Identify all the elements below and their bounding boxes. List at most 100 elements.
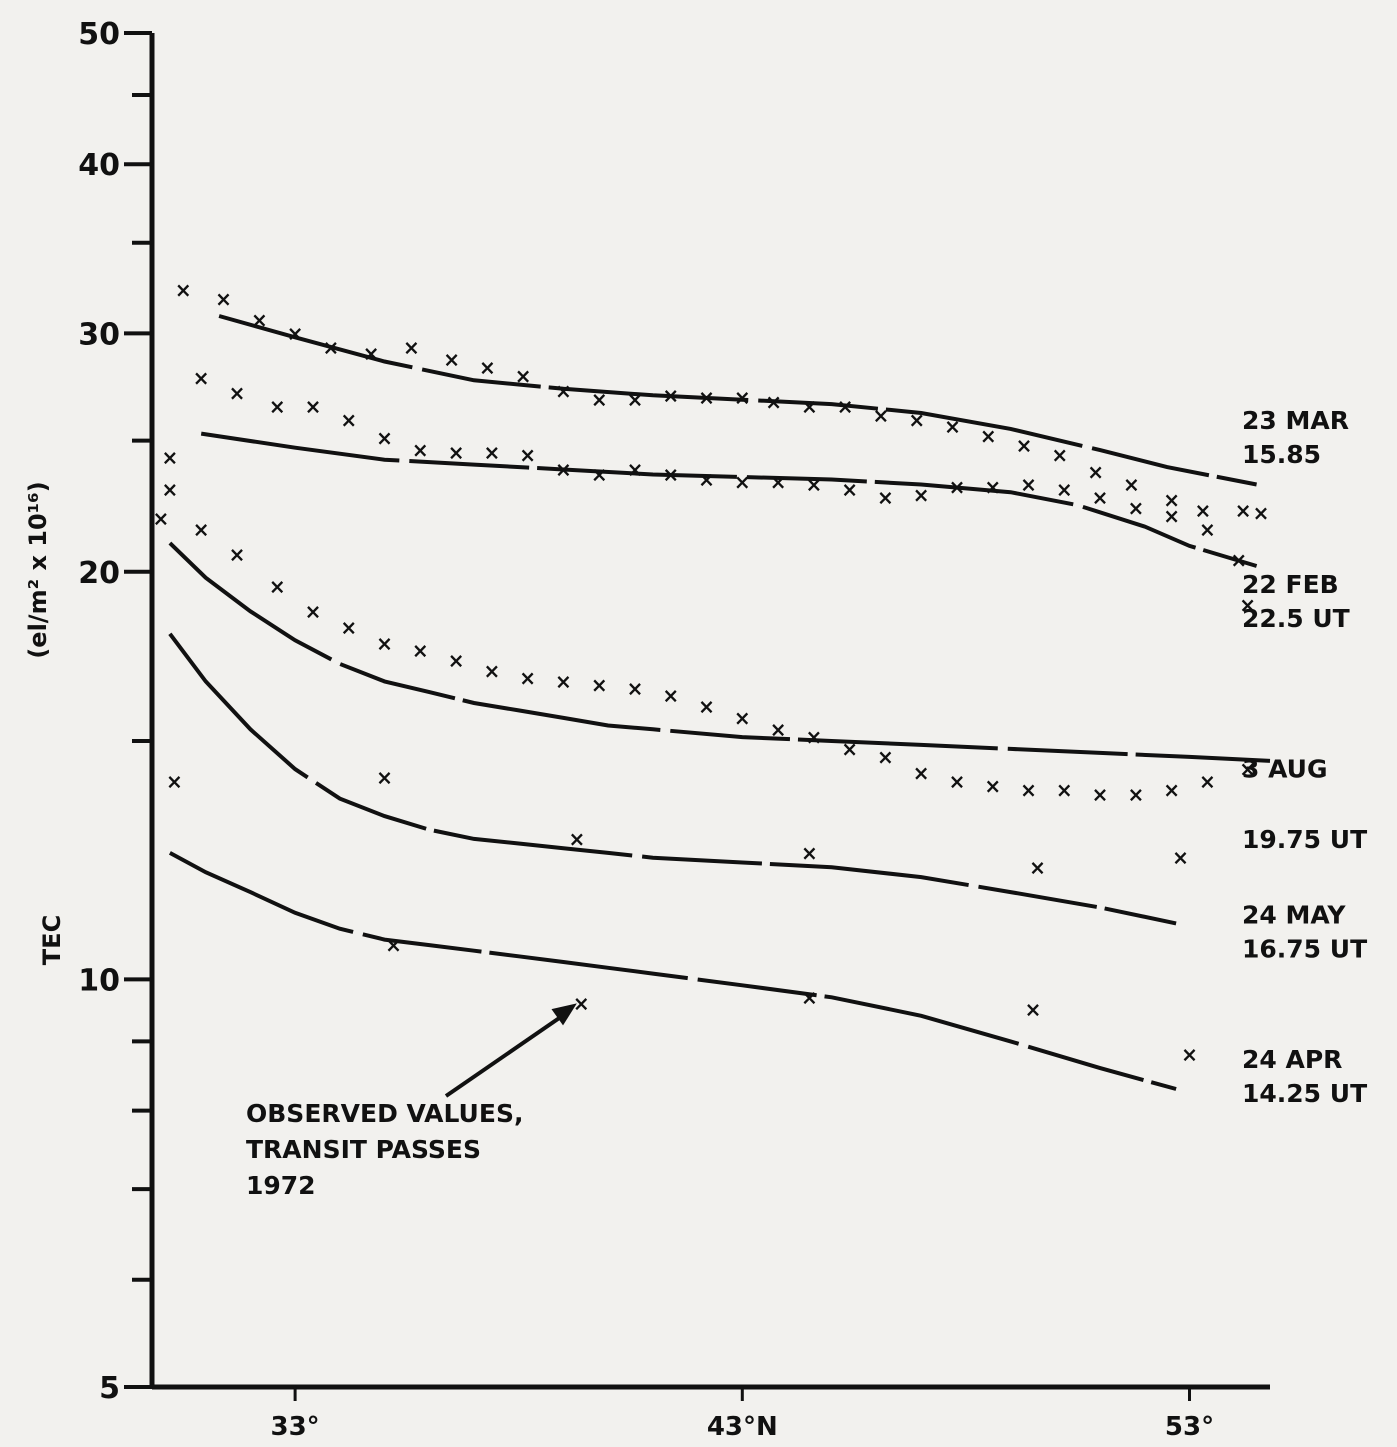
observation-point: × [734,470,751,494]
curve-label: 22.5 UT [1242,604,1350,633]
model-curve-2 [200,431,1258,568]
observation-point: × [363,341,380,365]
y-tick-label: 10 [78,963,120,998]
observation-point: × [229,542,246,566]
observation-point: × [698,467,715,491]
y-axis-unit-label: (el/m² x 10¹⁶) [24,481,52,658]
observation-point: × [805,725,822,749]
observation-point: × [162,445,179,469]
observation-point: × [877,745,894,769]
x-tick-label: 43°N [707,1412,778,1442]
observation-point: × [1163,504,1180,528]
observation-point: × [980,424,997,448]
observation-point: × [591,673,608,697]
observation-point: × [376,765,393,789]
observation-point: × [801,394,818,418]
observation-point: × [1199,770,1216,794]
observation-point: × [908,408,925,432]
observation-point: × [1239,757,1256,781]
axes: 5 10 20 30 40 50 33° 43°N 53° [78,17,1270,1442]
curve-label: 15.85 [1242,440,1321,469]
observation-point: × [1172,846,1189,870]
observation-point: × [251,308,268,332]
observation-point: × [162,478,179,502]
observation-point: × [573,991,590,1015]
observation-point: × [1123,473,1140,497]
observation-point: × [1127,496,1144,520]
observation-point: × [269,575,286,599]
observation-point: × [568,827,585,851]
observation-point: × [193,366,210,390]
observation-point: × [376,632,393,656]
observation-point: × [479,356,496,380]
curve-label: 22 FEB [1242,570,1339,599]
observation-point: × [984,475,1001,499]
observation-point: × [698,386,715,410]
observation-markers: × × × × × × × × × × × × × × × × × × × × × × × × × × × × × × × × × × × × × × × ×… [153,278,1270,1067]
observation-point: × [385,933,402,957]
observation-point: × [1056,778,1073,802]
observation-point: × [412,638,429,662]
model-curve-3 [168,541,1271,763]
observation-point: × [175,278,192,302]
observation-point: × [1029,855,1046,879]
curve-label: 14.25 UT [1242,1079,1367,1108]
annotation-text: 1972 [246,1171,316,1200]
y-axis-label-main: TEC [38,915,66,965]
observation-point: × [913,483,930,507]
observation-point: × [805,473,822,497]
observation-point: × [949,770,966,794]
observation-point: × [515,364,532,388]
observation-point: × [1025,998,1042,1022]
observation-point: × [193,517,210,541]
curve-label: 19.75 UT [1242,825,1367,854]
observation-point: × [627,388,644,412]
annotation-text: TRANSIT PASSES [246,1135,481,1164]
curve-label: 3 AUG [1242,754,1328,783]
observation-point: × [340,615,357,639]
observation-point: × [555,379,572,403]
observation-point: × [877,485,894,509]
y-tick-label: 20 [78,556,120,591]
observation-point: × [873,403,890,427]
observation-point: × [1253,501,1270,525]
y-tick-label: 30 [78,317,120,352]
annotation-arrow-head [551,1003,577,1026]
observation-point: × [448,440,465,464]
labels: TEC (el/m² x 10¹⁶) 23 MAR 15.85 22 FEB 22.5 U… [24,406,1367,1200]
observation-point: × [1020,473,1037,497]
observation-point: × [340,408,357,432]
observation-point: × [841,478,858,502]
model-curve-4 [168,632,1177,926]
observation-point: × [305,599,322,623]
observation-point: × [698,695,715,719]
observation-point: × [984,774,1001,798]
observation-point: × [322,335,339,359]
observation-point: × [1092,782,1109,806]
observation-point: × [765,390,782,414]
y-tick-label: 50 [78,17,120,52]
observation-point: × [1163,488,1180,512]
observation-point: × [1195,498,1212,522]
observation-point: × [287,321,304,345]
observation-point: × [1020,778,1037,802]
observation-point: × [1092,485,1109,509]
observation-point: × [412,438,429,462]
y-tick-label: 5 [99,1371,120,1406]
model-curve-5 [168,851,1177,1091]
observation-point: × [770,470,787,494]
observation-point: × [448,648,465,672]
observation-point: × [662,684,679,708]
observation-point: × [801,841,818,865]
observation-point: × [1051,443,1068,467]
observation-point: × [1056,478,1073,502]
observation-point: × [305,394,322,418]
curve-label: 23 MAR [1242,406,1349,435]
observation-point: × [1163,778,1180,802]
observation-point: × [770,717,787,741]
observation-point: × [483,659,500,683]
observation-point: × [1016,433,1033,457]
observation-point: × [662,462,679,486]
y-axis-label: TEC [38,915,66,965]
